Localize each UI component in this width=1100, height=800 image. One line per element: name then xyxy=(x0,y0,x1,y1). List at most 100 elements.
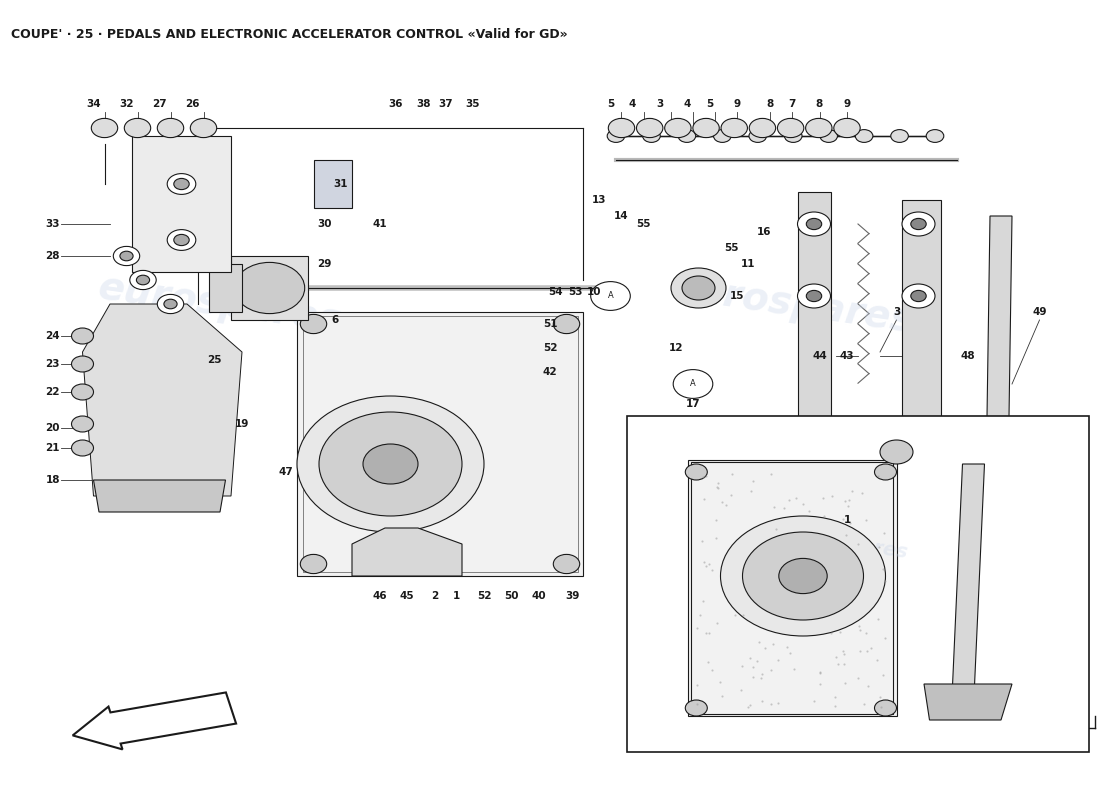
Text: 54: 54 xyxy=(548,287,563,297)
Text: eurospares: eurospares xyxy=(784,526,910,562)
Point xyxy=(516,327,534,340)
Text: 24: 24 xyxy=(45,331,60,341)
Text: 14: 14 xyxy=(614,211,629,221)
Point xyxy=(694,470,712,483)
Point xyxy=(432,530,450,542)
Point xyxy=(473,425,491,438)
Point xyxy=(446,318,463,331)
Circle shape xyxy=(778,118,804,138)
Point xyxy=(343,544,361,557)
Point xyxy=(526,354,543,366)
Point xyxy=(826,699,844,712)
Point xyxy=(542,382,560,394)
Circle shape xyxy=(190,118,217,138)
Point xyxy=(689,697,706,710)
Point xyxy=(403,330,420,343)
Point xyxy=(370,529,387,542)
Point xyxy=(398,351,416,364)
Circle shape xyxy=(72,440,94,456)
Point xyxy=(872,701,890,714)
Point xyxy=(502,354,519,366)
Point xyxy=(379,333,397,346)
FancyBboxPatch shape xyxy=(627,416,1089,752)
Point xyxy=(546,435,563,448)
Point xyxy=(416,525,433,538)
Point xyxy=(385,339,403,352)
Text: 35: 35 xyxy=(465,99,481,109)
Point xyxy=(481,540,498,553)
Circle shape xyxy=(742,532,864,620)
Point xyxy=(416,545,433,558)
Point xyxy=(744,661,761,674)
Point xyxy=(778,640,795,653)
Point xyxy=(415,342,432,354)
Point xyxy=(452,355,470,368)
Point xyxy=(363,330,381,343)
Text: 5: 5 xyxy=(607,99,614,109)
Text: 52: 52 xyxy=(542,343,558,353)
Point xyxy=(516,335,534,348)
Point xyxy=(492,516,509,529)
Point xyxy=(805,694,823,707)
Circle shape xyxy=(749,118,775,138)
Polygon shape xyxy=(869,544,968,588)
Circle shape xyxy=(722,118,748,138)
Text: 36: 36 xyxy=(388,99,404,109)
Point xyxy=(383,355,400,368)
Text: 23: 23 xyxy=(45,359,60,369)
Text: 37: 37 xyxy=(438,99,453,109)
Text: 7: 7 xyxy=(789,99,795,109)
Circle shape xyxy=(685,700,707,716)
Point xyxy=(752,672,770,685)
Point xyxy=(547,414,564,426)
Point xyxy=(512,487,529,500)
Point xyxy=(449,338,466,350)
Point xyxy=(329,352,346,365)
Polygon shape xyxy=(352,528,462,576)
Point xyxy=(552,389,570,402)
Point xyxy=(508,366,526,379)
Point xyxy=(723,488,740,501)
Point xyxy=(326,556,343,569)
Point xyxy=(788,492,805,505)
Point xyxy=(850,644,868,657)
Point xyxy=(781,647,799,660)
Circle shape xyxy=(167,174,196,194)
Point xyxy=(766,500,783,513)
Point xyxy=(551,345,569,358)
Point xyxy=(451,342,469,355)
Point xyxy=(477,416,495,429)
Point xyxy=(474,333,492,346)
Point xyxy=(321,393,339,406)
Point xyxy=(504,404,521,417)
Point xyxy=(745,670,762,683)
Point xyxy=(780,494,798,506)
Point xyxy=(348,335,365,348)
Bar xyxy=(688,460,896,716)
Point xyxy=(332,535,350,548)
Text: 38: 38 xyxy=(641,483,657,493)
Point xyxy=(381,554,398,567)
Point xyxy=(851,623,869,636)
Circle shape xyxy=(174,234,189,246)
Text: 16: 16 xyxy=(757,227,772,237)
Point xyxy=(447,372,464,385)
Point xyxy=(727,609,745,622)
Point xyxy=(541,526,559,538)
Point xyxy=(734,659,751,672)
Text: 39: 39 xyxy=(564,591,580,601)
Point xyxy=(507,406,525,418)
Point xyxy=(515,482,532,494)
Point xyxy=(696,470,714,482)
Circle shape xyxy=(157,294,184,314)
Circle shape xyxy=(136,275,150,285)
Point xyxy=(340,387,358,400)
Point xyxy=(317,515,334,528)
Text: 55: 55 xyxy=(724,243,739,253)
Point xyxy=(521,429,539,442)
Text: 52: 52 xyxy=(476,591,492,601)
Point xyxy=(734,609,751,622)
Point xyxy=(515,402,532,414)
Text: 18: 18 xyxy=(45,475,60,485)
Text: 43: 43 xyxy=(839,351,855,361)
